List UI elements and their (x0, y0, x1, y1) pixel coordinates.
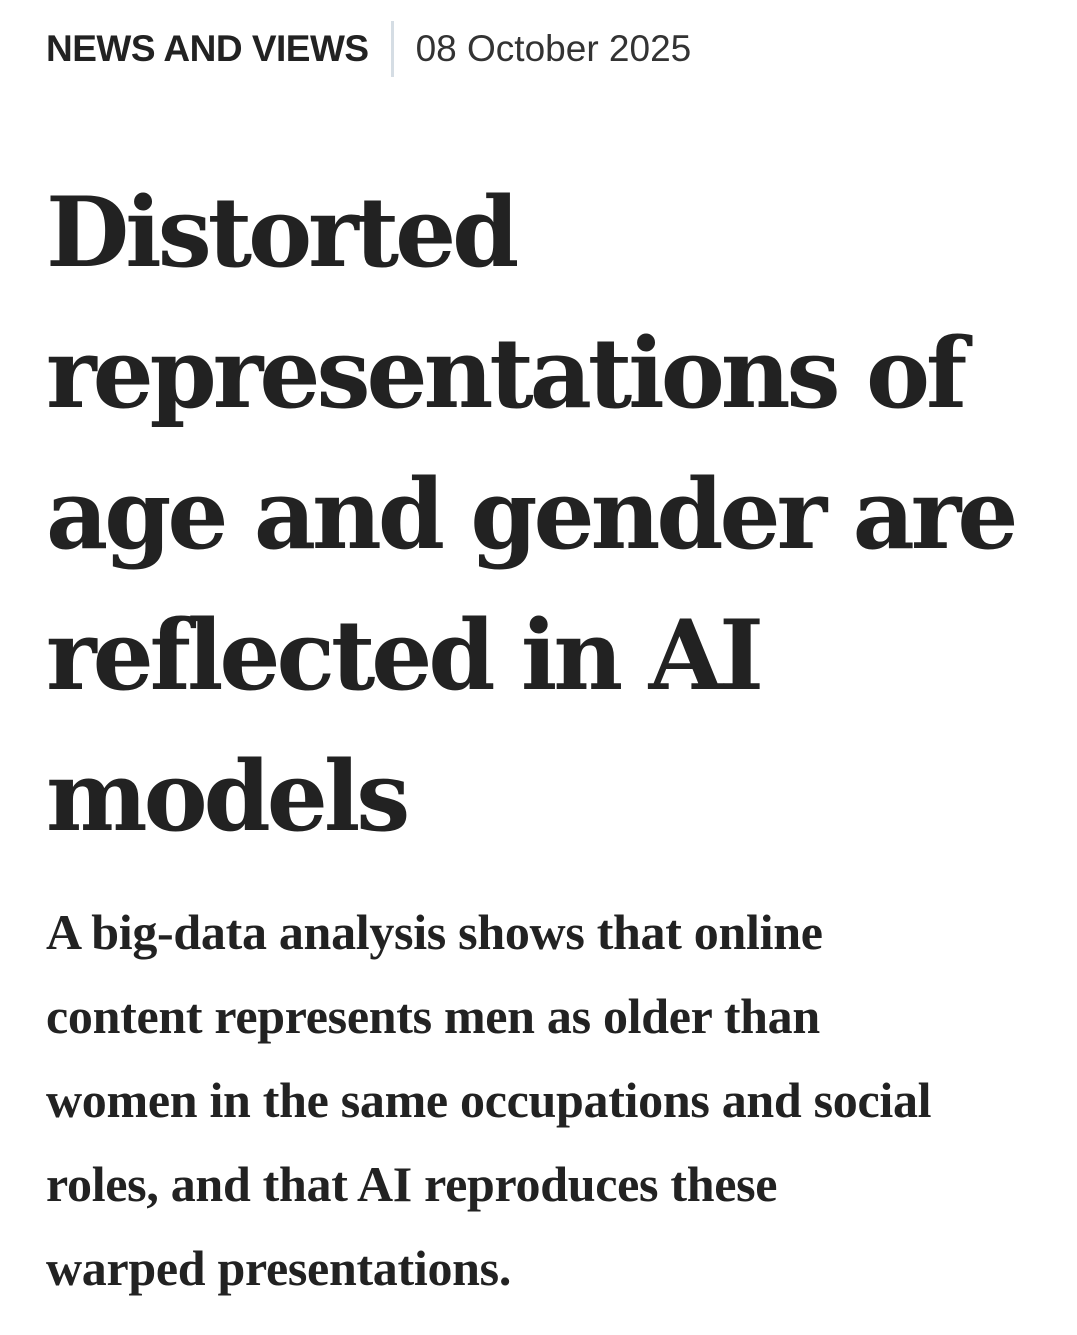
article-standfirst: A big-data analysis shows that online co… (46, 890, 1046, 1310)
standfirst-line: warped presentations. (46, 1240, 512, 1296)
title-line: age and gender are (46, 458, 1018, 571)
title-line: reflected in AI (46, 599, 764, 712)
article-title: Distorted representations of age and gen… (46, 162, 1036, 867)
standfirst-line: A big-data analysis shows that online (46, 904, 823, 960)
title-line: representations of (46, 317, 967, 430)
publication-date: 08 October 2025 (415, 28, 692, 69)
title-line: models (46, 740, 410, 853)
standfirst-line: content represents men as older than (46, 988, 820, 1044)
standfirst-line: roles, and that AI reproduces these (46, 1156, 778, 1212)
title-line: Distorted (46, 176, 519, 289)
article-type-label[interactable]: NEWS AND VIEWS (46, 28, 369, 69)
standfirst-line: women in the same occupations and social (46, 1072, 932, 1128)
meta-divider (390, 21, 394, 77)
article-meta: NEWS AND VIEWS 08 October 2025 (46, 21, 692, 77)
